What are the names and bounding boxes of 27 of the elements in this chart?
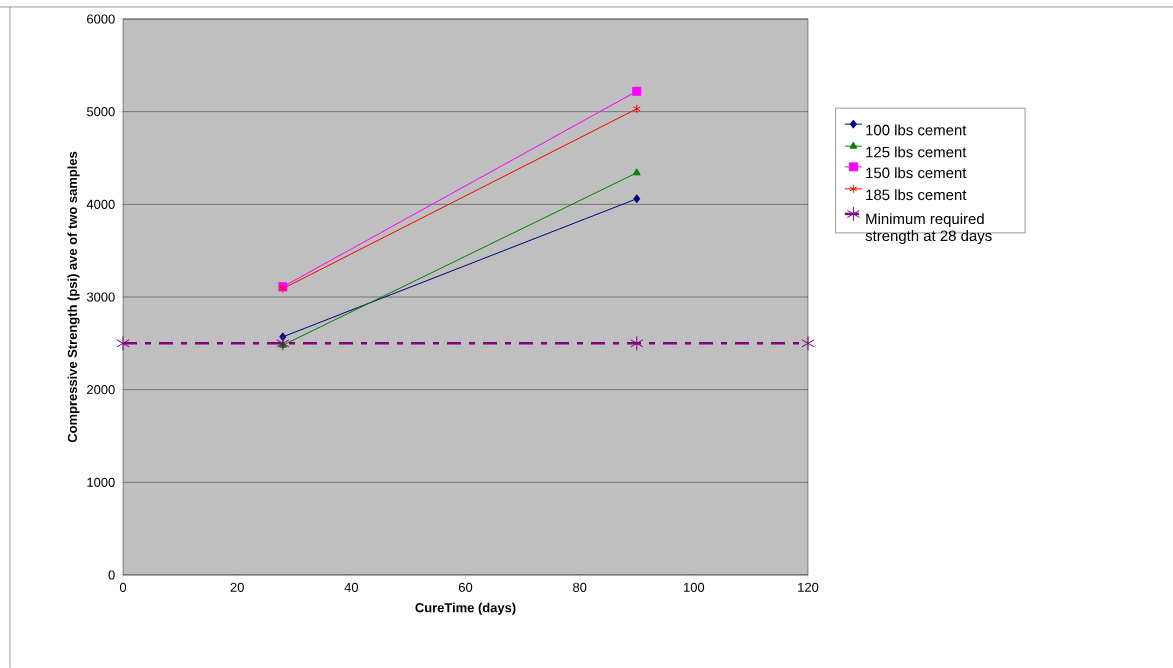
point	[116, 335, 130, 351]
point	[801, 335, 815, 351]
point	[632, 104, 641, 114]
x-tick-label: 80	[573, 582, 587, 592]
y-axis-title: Compressive Strength (psi) ave of two samples	[67, 151, 80, 443]
legend-label: 125 lbs cement	[866, 146, 967, 158]
legend-label: 185 lbs cement	[866, 189, 967, 201]
point	[632, 86, 642, 96]
point	[630, 335, 644, 351]
y-tick-label: 4000	[86, 199, 115, 209]
x-tick-label: 0	[119, 582, 127, 592]
y-tick-label: 3000	[86, 292, 115, 302]
legend-label: 150 lbs cement	[866, 167, 967, 179]
x-tick-label: 20	[230, 582, 244, 592]
y-tick-label: 6000	[87, 14, 115, 24]
point	[633, 194, 641, 204]
x-tick-label: 120	[798, 582, 819, 592]
y-tick-label: 5000	[86, 107, 115, 117]
y-tick-label: 1000	[87, 477, 115, 487]
y-tick-label: 2000	[87, 385, 115, 395]
x-tick-label: 60	[458, 582, 473, 592]
x-tick-label: 40	[344, 582, 359, 592]
x-axis-title: CureTime (days)	[415, 602, 516, 615]
legend-label: Minimum required strength at 28 days	[865, 213, 992, 244]
x-tick-label: 100	[684, 582, 705, 592]
y-tick-label: 0	[108, 570, 115, 580]
legend-label: 100 lbs cement	[866, 124, 967, 136]
